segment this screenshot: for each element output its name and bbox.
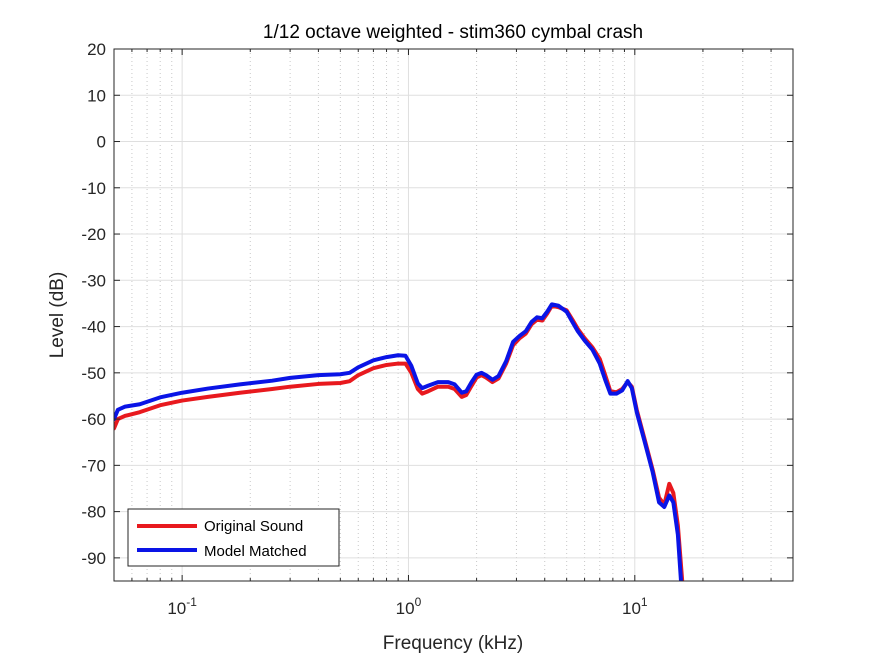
- y-tick-label: -40: [81, 318, 106, 337]
- y-tick-label: -60: [81, 410, 106, 429]
- y-tick-label: -30: [81, 271, 106, 290]
- chart-title: 1/12 octave weighted - stim360 cymbal cr…: [263, 22, 643, 43]
- x-tick-label: 101: [622, 595, 648, 618]
- y-tick-label: -70: [81, 456, 106, 475]
- y-tick-label: -20: [81, 225, 106, 244]
- x-tick-label: 100: [396, 595, 422, 618]
- legend-label-model-matched: Model Matched: [204, 543, 307, 560]
- y-tick-label: -50: [81, 364, 106, 383]
- plot-frame: [113, 48, 794, 582]
- x-axis-label: Frequency (kHz): [383, 633, 523, 654]
- y-tick-label: -80: [81, 503, 106, 522]
- legend-label-original-sound: Original Sound: [204, 518, 303, 535]
- x-tick-label: 10-1: [167, 595, 197, 618]
- y-axis-label: Level (dB): [47, 272, 68, 359]
- y-tick-label: 10: [87, 86, 106, 105]
- y-tick-label: 0: [97, 133, 106, 152]
- y-tick-label: 20: [87, 40, 106, 59]
- series-layer: [114, 302, 685, 581]
- series-line-model-matched: [114, 302, 683, 581]
- y-tick-label: -10: [81, 179, 106, 198]
- legend-box: [127, 508, 340, 567]
- legend: Original Sound Model Matched: [127, 508, 340, 567]
- y-tick-label: -90: [81, 549, 106, 568]
- plot-area: [114, 49, 793, 581]
